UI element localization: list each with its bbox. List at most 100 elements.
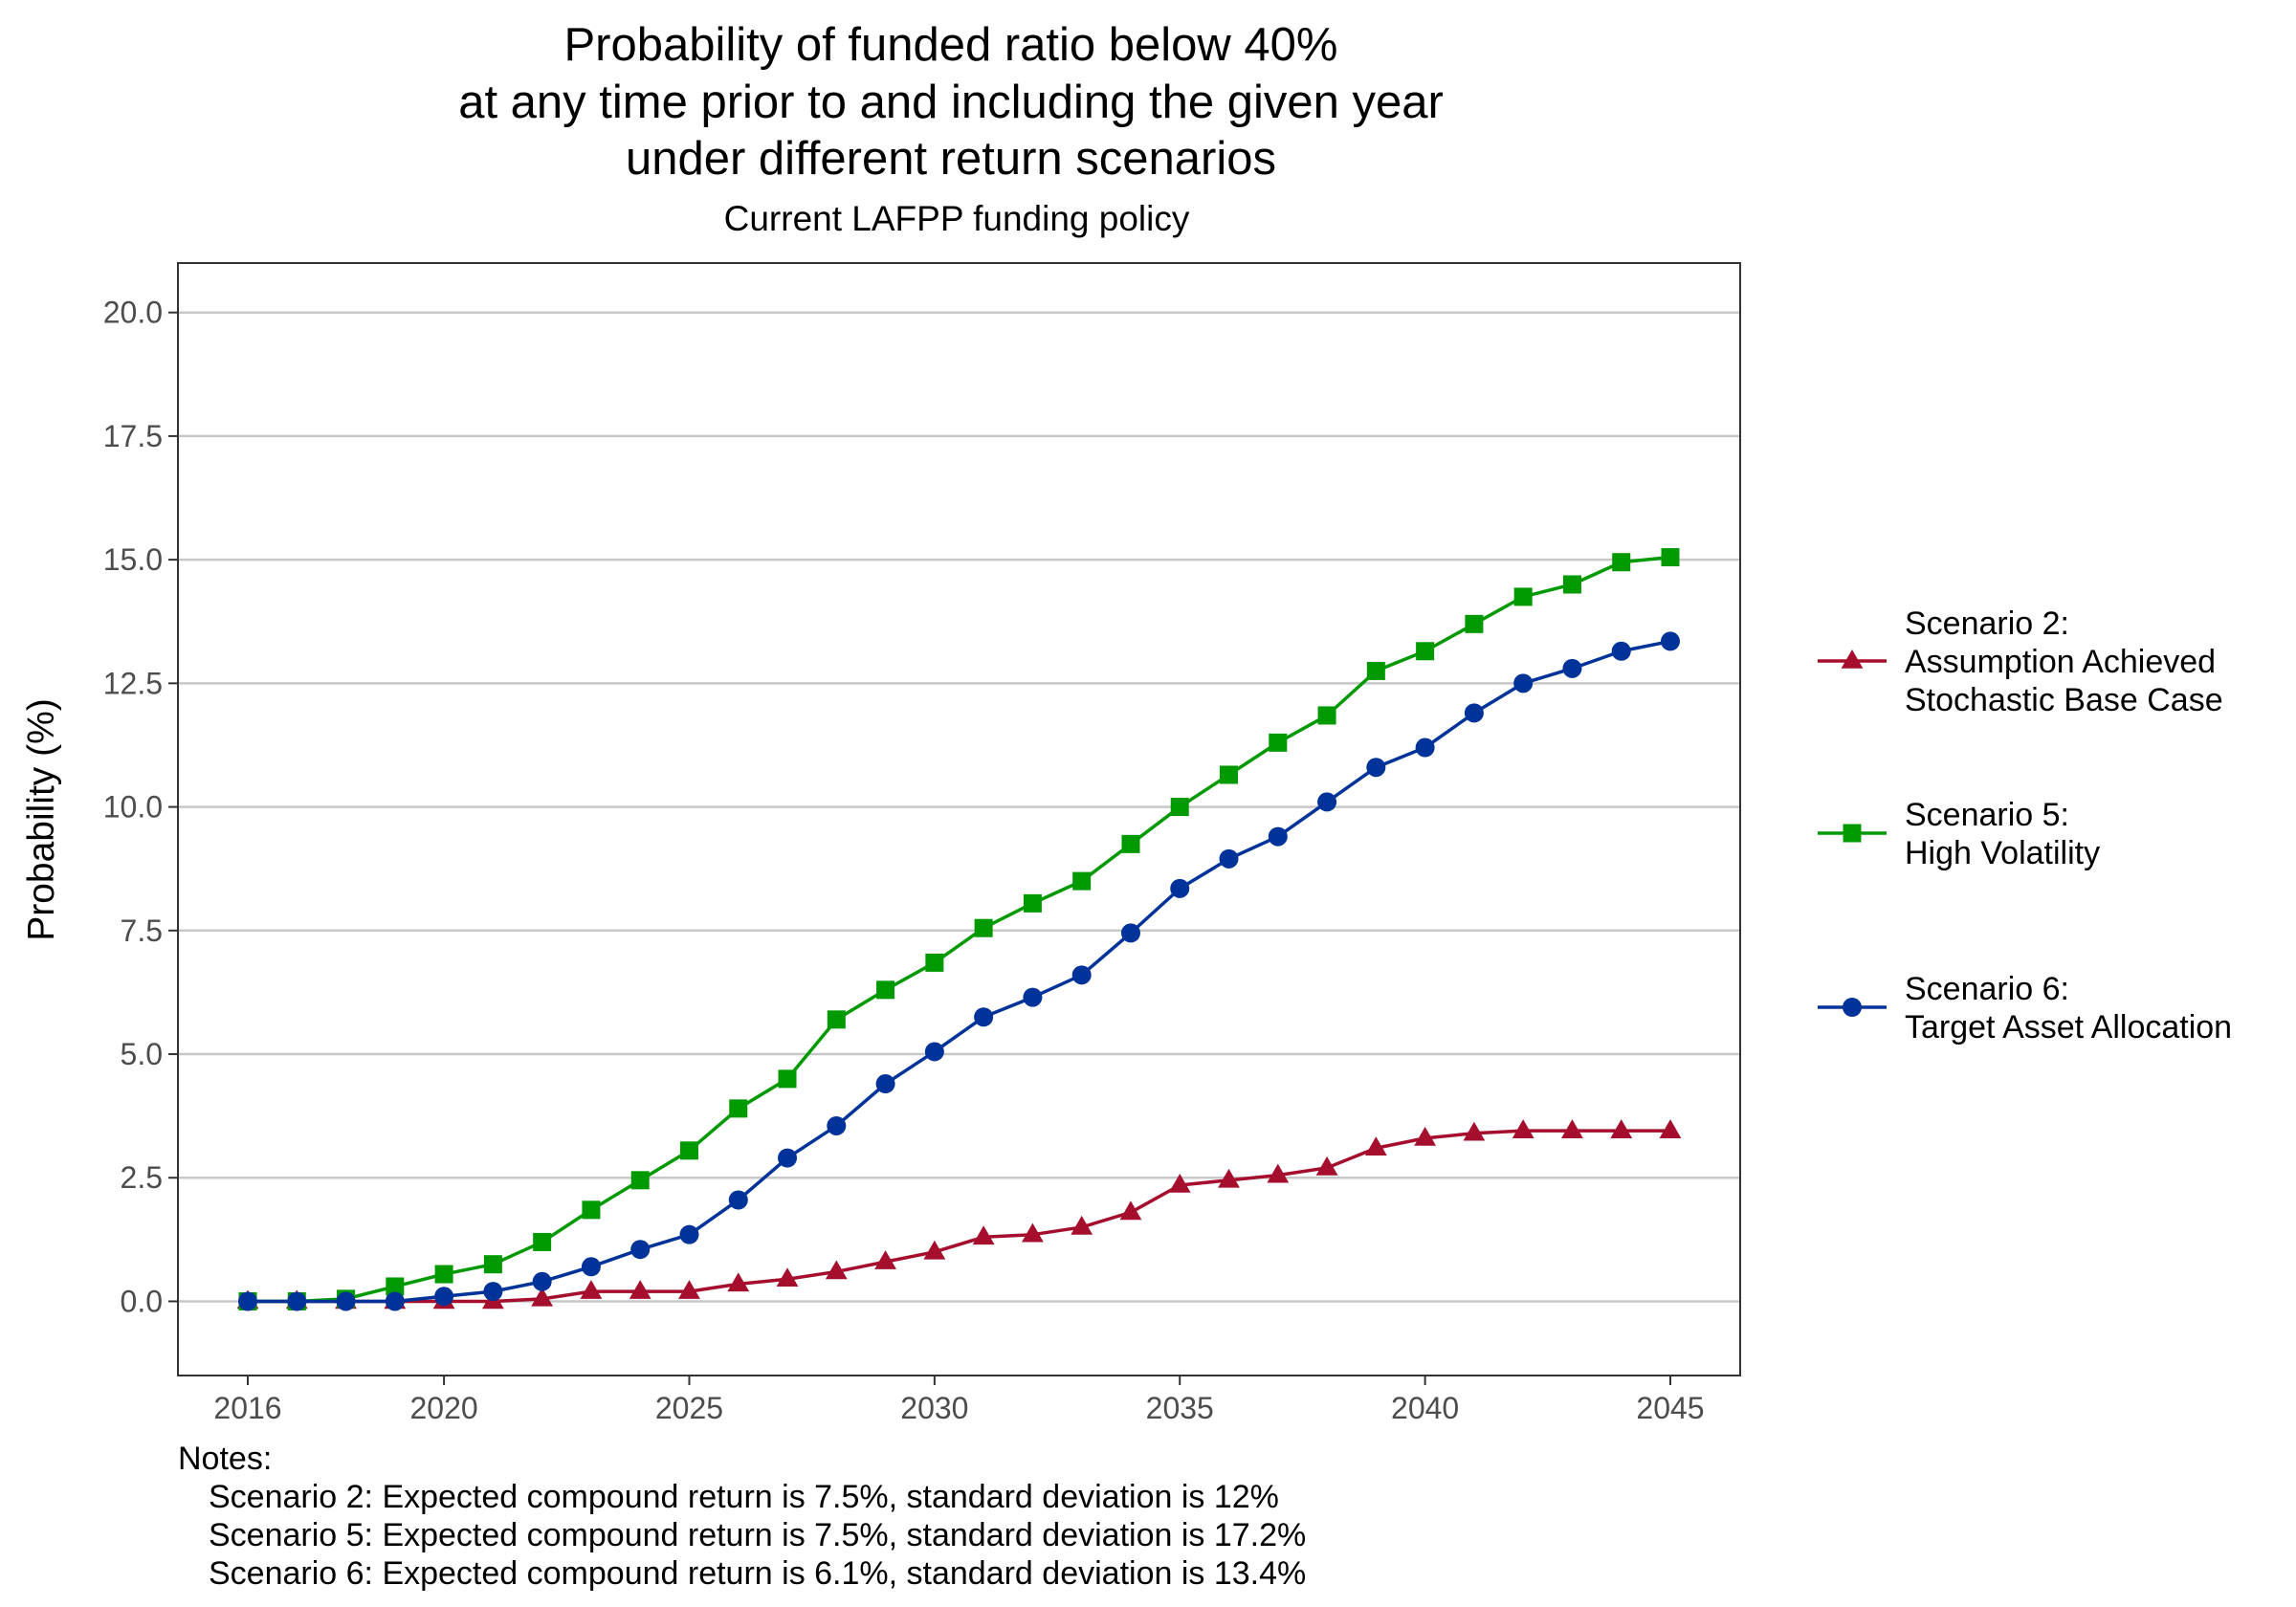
data-point-scenario-2 xyxy=(1561,1119,1583,1138)
data-point-scenario-5 xyxy=(1317,706,1336,725)
data-point-scenario-5 xyxy=(1269,733,1288,752)
data-point-scenario-5 xyxy=(1513,587,1533,606)
legend-label: High Volatility xyxy=(1905,835,2100,871)
chart-title-line-2: at any time prior to and including the g… xyxy=(458,77,1444,128)
data-point-scenario-5 xyxy=(1220,765,1239,784)
legend-label: Scenario 5: xyxy=(1905,797,2069,833)
data-point-scenario-6 xyxy=(1071,965,1092,985)
y-axis: 0.0 2.5 5.0 7.5 10.0 12.5 15.0 17.5 20.0 xyxy=(103,296,178,1318)
data-point-scenario-5 xyxy=(974,918,993,937)
x-tick-label: 2030 xyxy=(900,1391,968,1425)
data-point-scenario-5 xyxy=(925,953,944,972)
x-tick-label: 2045 xyxy=(1636,1391,1704,1425)
data-point-scenario-2 xyxy=(727,1272,750,1292)
y-tick-label: 7.5 xyxy=(121,914,163,948)
data-point-scenario-6 xyxy=(1023,987,1043,1007)
x-tick-label: 2040 xyxy=(1391,1391,1459,1425)
data-point-scenario-2 xyxy=(629,1280,651,1299)
data-point-scenario-6 xyxy=(434,1287,454,1307)
legend-label: Scenario 6: xyxy=(1905,971,2069,1007)
y-tick-label: 0.0 xyxy=(121,1284,163,1318)
data-point-scenario-5 xyxy=(483,1255,502,1274)
data-point-scenario-5 xyxy=(582,1200,601,1220)
data-point-scenario-2 xyxy=(678,1280,700,1299)
y-axis-title: Probability (%) xyxy=(21,698,62,941)
series-line-scenario-6 xyxy=(248,639,1671,1304)
data-point-scenario-5 xyxy=(434,1265,453,1284)
x-tick-label: 2035 xyxy=(1146,1391,1214,1425)
data-point-scenario-6 xyxy=(483,1282,503,1302)
series-scenario-5 xyxy=(238,548,1680,1310)
legend-key-marker xyxy=(1843,824,1862,843)
data-point-scenario-2 xyxy=(1414,1126,1437,1146)
x-tick-label: 2020 xyxy=(410,1391,478,1425)
x-tick-label: 2016 xyxy=(213,1391,281,1425)
data-point-scenario-5 xyxy=(1072,871,1092,891)
data-point-scenario-2 xyxy=(1168,1173,1191,1193)
data-point-scenario-5 xyxy=(827,1010,846,1029)
data-point-scenario-2 xyxy=(825,1260,848,1280)
legend-item-scenario-6: Scenario 6:Target Asset Allocation xyxy=(1818,971,2232,1046)
y-tick-label: 5.0 xyxy=(121,1037,163,1071)
data-point-scenario-5 xyxy=(1465,614,1484,633)
data-point-scenario-6 xyxy=(287,1291,307,1311)
data-point-scenario-6 xyxy=(238,1291,257,1311)
x-tick-label: 2025 xyxy=(655,1391,723,1425)
data-point-scenario-2 xyxy=(1119,1200,1142,1221)
data-point-scenario-6 xyxy=(1611,641,1631,661)
note-scenario-6: Scenario 6: Expected compound return is … xyxy=(209,1555,1306,1592)
series-scenario-2 xyxy=(236,1119,1682,1310)
y-tick-label: 10.0 xyxy=(103,790,163,825)
data-point-scenario-5 xyxy=(1562,575,1581,594)
data-point-scenario-6 xyxy=(1513,673,1534,693)
chart-title-line-1: Probability of funded ratio below 40% xyxy=(563,19,1337,71)
data-point-scenario-6 xyxy=(1415,737,1435,758)
data-point-scenario-5 xyxy=(533,1232,552,1251)
data-point-scenario-5 xyxy=(630,1171,650,1190)
data-point-scenario-6 xyxy=(1366,758,1386,778)
data-point-scenario-6 xyxy=(1661,631,1680,651)
data-point-scenario-2 xyxy=(1267,1163,1290,1183)
gridlines xyxy=(178,311,1740,1303)
data-point-scenario-5 xyxy=(876,980,895,1000)
legend-label: Scenario 2: xyxy=(1905,605,2069,642)
data-point-scenario-6 xyxy=(630,1240,651,1260)
data-point-scenario-6 xyxy=(385,1291,405,1311)
data-point-scenario-2 xyxy=(1022,1222,1044,1243)
legend-label: Assumption Achieved xyxy=(1905,644,2216,680)
y-tick-label: 15.0 xyxy=(103,542,163,577)
legend: Scenario 2:Assumption AchievedStochastic… xyxy=(1818,605,2232,1046)
data-point-scenario-5 xyxy=(1023,893,1042,913)
data-point-scenario-6 xyxy=(1120,923,1140,943)
data-point-scenario-2 xyxy=(1463,1121,1486,1141)
data-point-scenario-2 xyxy=(1218,1168,1240,1188)
data-point-scenario-2 xyxy=(1512,1119,1534,1138)
data-point-scenario-6 xyxy=(778,1148,798,1168)
note-scenario-5: Scenario 5: Expected compound return is … xyxy=(209,1517,1306,1553)
notes-title: Notes: xyxy=(178,1441,272,1477)
data-point-scenario-2 xyxy=(1610,1119,1633,1138)
data-point-scenario-6 xyxy=(827,1115,847,1135)
data-point-scenario-6 xyxy=(532,1271,552,1291)
y-tick-label: 2.5 xyxy=(121,1160,163,1195)
data-point-scenario-2 xyxy=(776,1267,799,1288)
data-point-scenario-6 xyxy=(336,1291,356,1311)
legend-item-scenario-5: Scenario 5:High Volatility xyxy=(1818,797,2100,871)
chart-title-line-3: under different return scenarios xyxy=(626,133,1276,185)
data-point-scenario-5 xyxy=(679,1141,698,1160)
x-axis: 2016 2020 2025 2030 2035 2040 2045 xyxy=(213,1376,1705,1425)
series-line-scenario-5 xyxy=(248,555,1671,1304)
data-point-scenario-2 xyxy=(1071,1215,1093,1235)
data-point-scenario-6 xyxy=(1170,878,1190,898)
y-tick-label: 17.5 xyxy=(103,419,163,453)
data-point-scenario-2 xyxy=(1315,1156,1338,1176)
data-point-scenario-6 xyxy=(679,1224,699,1244)
data-point-scenario-6 xyxy=(875,1074,895,1094)
series-line-scenario-2 xyxy=(248,1129,1670,1304)
notes-block: Notes: Scenario 2: Expected compound ret… xyxy=(178,1441,1306,1592)
note-scenario-2: Scenario 2: Expected compound return is … xyxy=(209,1479,1279,1515)
data-point-scenario-2 xyxy=(1364,1136,1387,1156)
data-point-scenario-5 xyxy=(386,1277,405,1296)
data-point-scenario-5 xyxy=(1416,642,1435,661)
data-point-scenario-2 xyxy=(580,1280,603,1299)
